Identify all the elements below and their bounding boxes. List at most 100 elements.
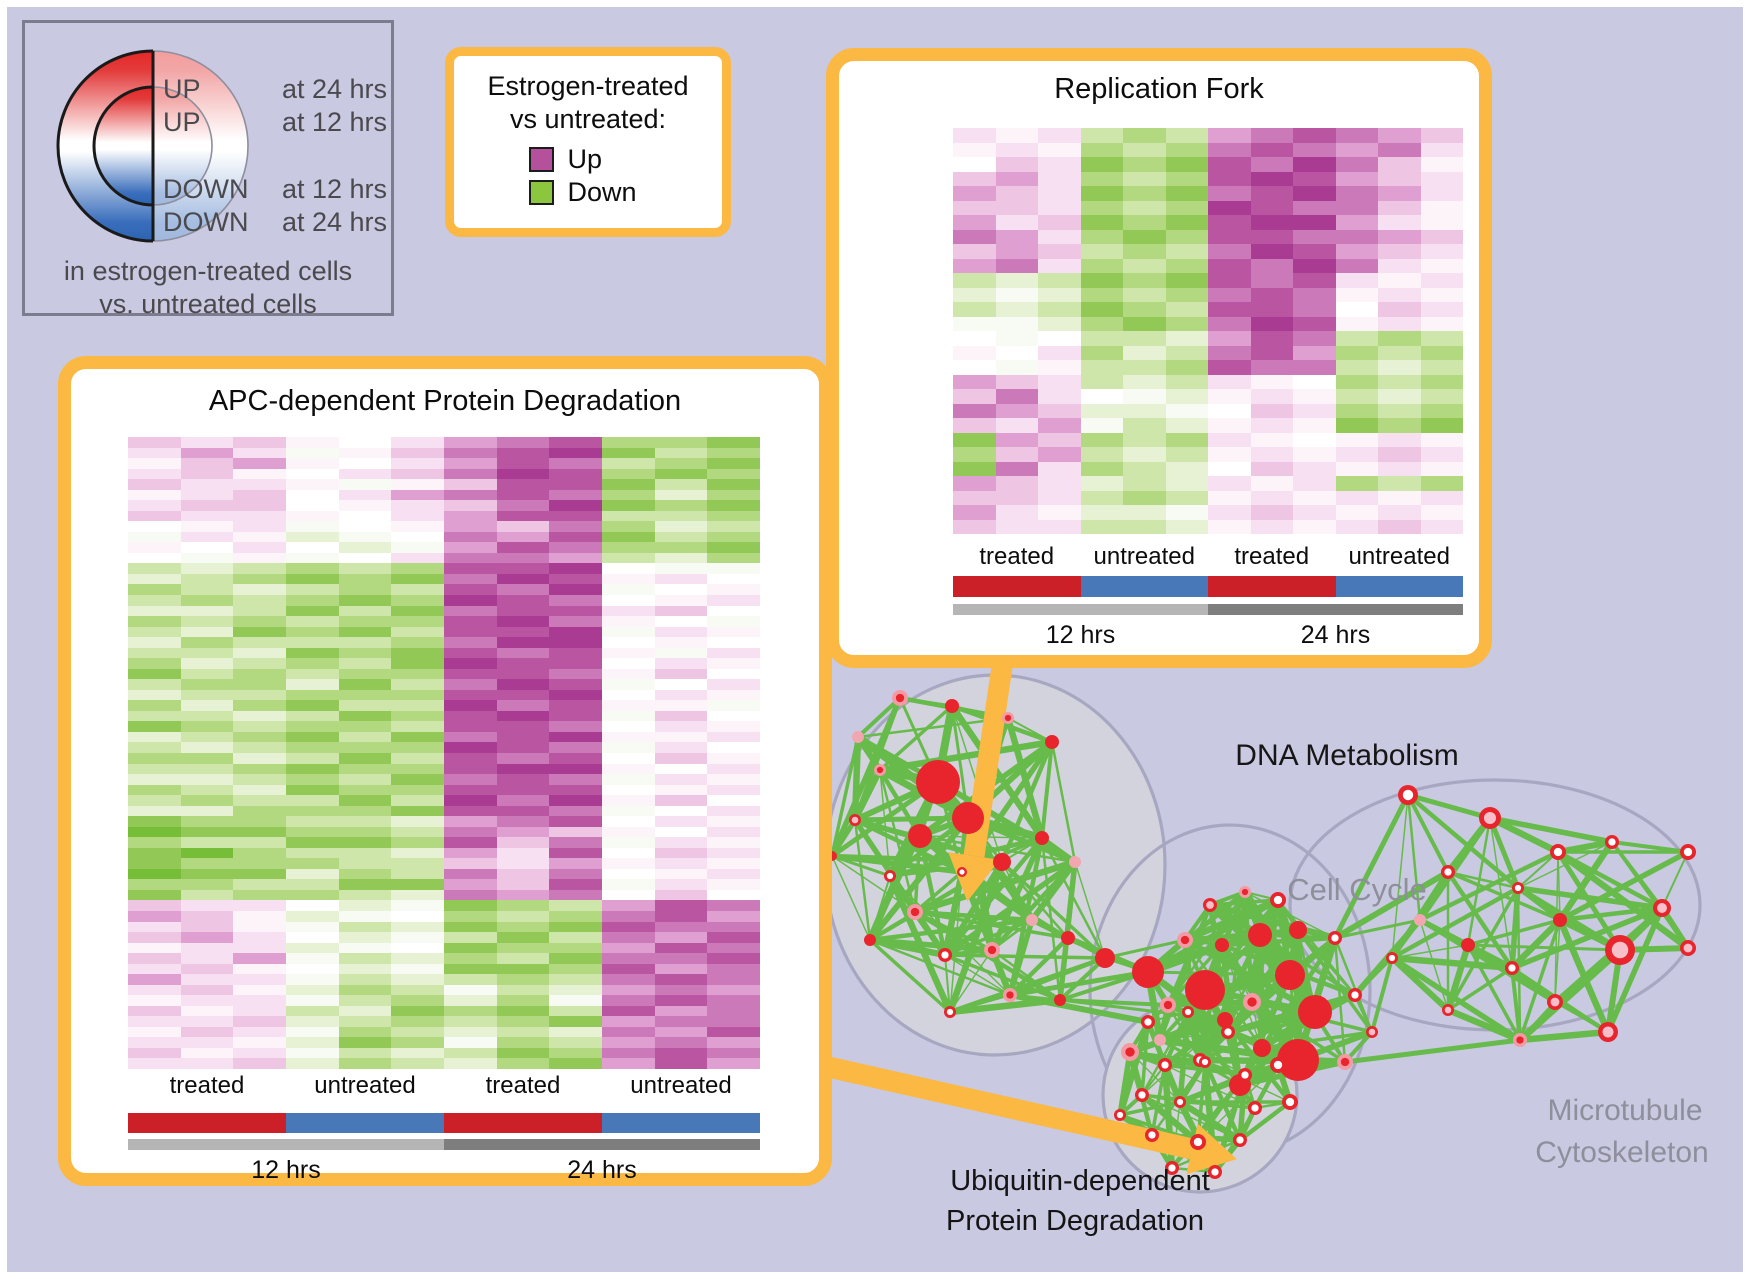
heatmap-cell <box>654 1058 708 1069</box>
heatmap-cell <box>1378 215 1421 230</box>
gene-set-node <box>1298 995 1332 1029</box>
replication-fork-panel: Replication Fork treated untreated treated… <box>826 48 1492 668</box>
heatmap-cell <box>1250 142 1293 157</box>
heatmap-cell <box>128 437 181 448</box>
heatmap-cell <box>180 447 234 459</box>
heatmap-cell <box>391 942 444 954</box>
heatmap-cell <box>233 805 286 817</box>
gene-set-node <box>1553 913 1567 927</box>
heatmap-cell <box>444 637 497 648</box>
heatmap-cell <box>1165 505 1208 520</box>
heatmap-cell <box>496 626 550 638</box>
heatmap-cell <box>233 584 286 595</box>
heatmap-cell <box>338 468 392 480</box>
heatmap-cell <box>286 616 339 627</box>
heatmap-cell <box>602 784 655 796</box>
legend-caption-line1: in estrogen-treated cells <box>63 256 353 286</box>
heatmap-cell <box>707 763 760 775</box>
heatmap-cell <box>286 774 339 785</box>
heatmap-cell <box>953 403 996 418</box>
gene-set-node <box>1199 1056 1211 1068</box>
heatmap-cell <box>654 637 708 648</box>
heatmap-cell <box>444 1058 497 1069</box>
edge <box>936 779 1077 865</box>
heatmap-cell <box>995 447 1038 462</box>
heatmap-cell <box>1165 316 1208 331</box>
heatmap-cell <box>391 595 444 606</box>
heatmap-cell <box>1378 316 1421 331</box>
heatmap-cell <box>180 889 234 901</box>
heatmap-cell <box>338 689 392 701</box>
heatmap-cell <box>1378 418 1421 433</box>
heatmap-cell <box>180 552 234 564</box>
heatmap-cell <box>1165 476 1208 491</box>
heatmap-cell <box>1293 128 1336 143</box>
gene-set-node <box>884 870 896 882</box>
heatmap-cell <box>391 479 444 490</box>
heatmap-cell <box>549 1037 602 1048</box>
legend-item-down: Down <box>528 177 648 208</box>
heatmap-cell <box>180 437 234 448</box>
heatmap-cell <box>1293 418 1336 433</box>
heatmap-cell <box>338 458 392 469</box>
heatmap-cell <box>707 837 760 848</box>
edge <box>1009 992 1149 1025</box>
heatmap-cell <box>286 542 339 553</box>
heatmap-cell <box>444 573 497 585</box>
edge <box>914 910 1069 940</box>
heatmap-cell <box>1420 418 1463 433</box>
heatmap-cell <box>1420 374 1463 389</box>
edge <box>852 768 883 822</box>
heatmap-cell <box>233 521 286 532</box>
heatmap-cell <box>496 731 550 743</box>
heatmap-cell <box>1208 505 1251 520</box>
gene-set-node <box>1069 856 1081 868</box>
heatmap-cell <box>496 563 550 574</box>
gene-set-node <box>945 699 959 713</box>
heatmap-cell <box>1165 418 1208 433</box>
heatmap-cell <box>180 984 234 996</box>
heatmap-cell <box>1420 432 1463 447</box>
heatmap-cell <box>233 826 286 838</box>
heatmap-cell <box>128 563 181 574</box>
heatmap-cell <box>180 816 234 827</box>
heatmap-cell <box>1080 128 1123 143</box>
gene-set-node <box>916 760 960 804</box>
heatmap-cell <box>1123 244 1166 259</box>
edge <box>1226 928 1300 1034</box>
heatmap-cell <box>1165 273 1208 288</box>
heatmap-cell <box>180 1047 234 1059</box>
heatmap-cell <box>602 932 655 943</box>
heatmap-cell <box>953 142 996 157</box>
heatmap-cell <box>602 953 655 964</box>
heatmap-cell <box>391 552 444 564</box>
heatmap-cell <box>1335 447 1378 462</box>
gene-set-node <box>1680 940 1696 956</box>
legend-time: at 12 hrs <box>281 173 387 204</box>
heatmap-cell <box>391 1058 444 1069</box>
heatmap-cell <box>549 700 602 711</box>
heatmap-cell <box>707 479 760 490</box>
heatmap-cell <box>1165 331 1208 346</box>
heatmap-cell <box>233 889 286 901</box>
heatmap-cell <box>1208 215 1251 230</box>
heatmap-cell <box>1250 287 1293 302</box>
heatmap-cell <box>707 584 760 595</box>
heatmap-cell <box>286 647 339 659</box>
heatmap-cell <box>338 1005 392 1017</box>
gene-set-node <box>1154 1034 1166 1046</box>
heatmap-cell <box>128 616 181 627</box>
heatmap-cell <box>1208 331 1251 346</box>
heatmap-cell <box>1378 273 1421 288</box>
heatmap-cell <box>444 542 497 553</box>
heatmap-cell <box>180 826 234 838</box>
gene-set-node <box>1217 1012 1233 1028</box>
heatmap-cell <box>707 510 760 522</box>
heatmap-cell <box>1293 229 1336 244</box>
heatmap-cell <box>1335 418 1378 433</box>
heatmap-cell <box>654 1005 708 1017</box>
heatmap-cell <box>995 200 1038 215</box>
edge <box>1390 955 1522 1043</box>
heatmap-cell <box>1250 244 1293 259</box>
